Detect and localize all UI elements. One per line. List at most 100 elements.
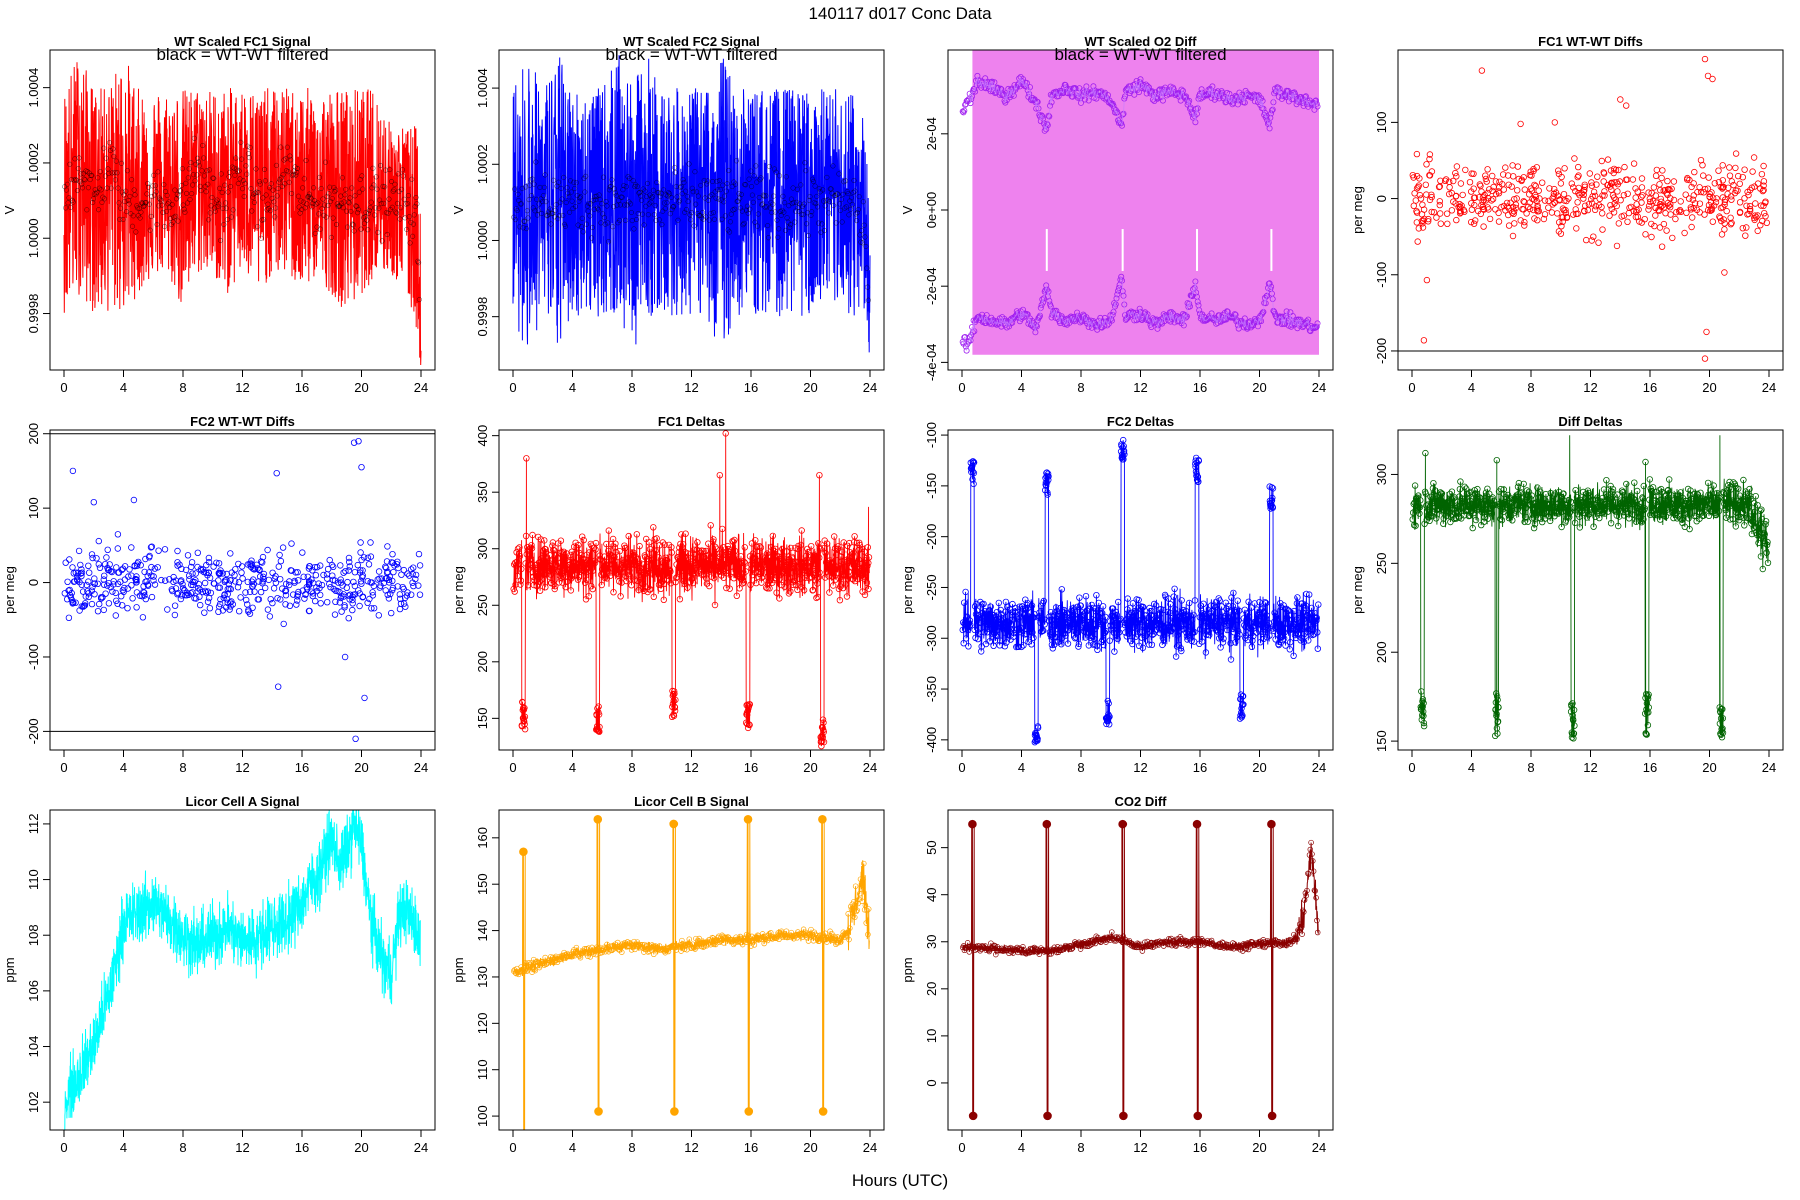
filtered-point xyxy=(664,200,670,206)
data-point xyxy=(970,459,977,467)
filtered-point xyxy=(583,173,589,179)
filtered-point xyxy=(601,215,607,221)
data-point xyxy=(1763,219,1770,226)
filtered-point xyxy=(699,215,705,221)
filtered-point xyxy=(73,177,79,183)
data-point xyxy=(364,599,371,606)
data-point xyxy=(1237,709,1245,716)
data-point xyxy=(679,544,686,551)
filtered-point xyxy=(188,160,194,166)
filtered-point xyxy=(648,199,654,205)
data-point xyxy=(185,572,193,579)
data-point xyxy=(1122,629,1129,636)
data-point xyxy=(1248,604,1255,611)
filtered-point xyxy=(305,194,311,200)
filtered-point xyxy=(240,178,246,184)
filtered-point xyxy=(307,194,313,200)
data-point xyxy=(1728,196,1735,203)
data-point xyxy=(1527,168,1534,175)
data-point xyxy=(1562,209,1569,216)
data-point xyxy=(181,586,188,594)
filtered-point xyxy=(672,170,678,176)
filtered-point xyxy=(754,223,761,229)
data-point xyxy=(389,551,396,558)
filtered-point xyxy=(760,192,766,198)
data-point xyxy=(558,574,565,581)
filtered-point xyxy=(141,203,147,209)
y-tick-label: -100 xyxy=(924,422,939,448)
data-point xyxy=(791,544,799,552)
data-point xyxy=(734,563,741,570)
data-point xyxy=(357,549,364,556)
filtered-point xyxy=(826,210,832,216)
data-point xyxy=(1422,449,1429,457)
data-point xyxy=(1024,604,1032,611)
filtered-point xyxy=(321,212,327,218)
data-point xyxy=(1517,217,1524,224)
data-point xyxy=(1661,204,1668,211)
filtered-point xyxy=(620,187,626,193)
y-tick-label: 200 xyxy=(475,651,490,673)
x-tick-label: 16 xyxy=(295,380,309,395)
data-point xyxy=(1416,191,1424,199)
data-point xyxy=(832,551,840,559)
data-point xyxy=(317,562,324,569)
filtered-point xyxy=(169,202,175,208)
filtered-point xyxy=(260,195,266,201)
filtered-point xyxy=(681,179,687,186)
data-point xyxy=(1559,218,1566,225)
filtered-point xyxy=(771,166,778,172)
data-point xyxy=(95,537,102,545)
outlier-point xyxy=(1704,72,1712,80)
filtered-point xyxy=(739,208,745,214)
x-tick-label: 24 xyxy=(863,760,877,775)
data-point xyxy=(970,469,978,477)
data-point xyxy=(1690,180,1697,187)
filtered-point xyxy=(602,221,608,227)
data-point xyxy=(1436,198,1443,205)
data-point xyxy=(973,607,981,614)
data-point xyxy=(1697,156,1705,164)
data-point xyxy=(648,554,656,561)
filtered-point xyxy=(365,227,371,233)
data-point xyxy=(860,573,868,580)
data-point xyxy=(997,637,1004,644)
data-point xyxy=(554,555,561,562)
filtered-point xyxy=(185,175,191,181)
filtered-point xyxy=(110,146,116,152)
filtered-point xyxy=(995,85,1002,92)
data-point xyxy=(121,563,129,570)
data-point xyxy=(1061,611,1069,619)
data-point xyxy=(395,564,402,572)
data-point xyxy=(1417,195,1425,202)
filtered-point xyxy=(732,206,738,212)
data-point xyxy=(1629,176,1637,183)
filtered-point xyxy=(133,229,139,235)
data-point xyxy=(556,572,564,579)
filtered-point xyxy=(383,167,389,173)
x-tick-label: 0 xyxy=(509,760,516,775)
data-point xyxy=(1599,192,1606,199)
data-point xyxy=(275,563,282,570)
filtered-point xyxy=(774,217,780,223)
data-point xyxy=(512,581,519,588)
data-point xyxy=(1152,602,1160,609)
data-point xyxy=(660,596,667,603)
data-point xyxy=(1129,640,1136,648)
data-point xyxy=(1250,632,1257,640)
x-tick-label: 20 xyxy=(1252,380,1266,395)
panel-title: FC2 Deltas xyxy=(1107,414,1174,429)
filtered-point xyxy=(212,205,218,211)
data-point xyxy=(1512,204,1520,212)
data-point xyxy=(809,586,817,594)
filtered-point xyxy=(129,223,136,229)
filtered-point xyxy=(292,164,298,170)
data-point xyxy=(741,558,748,566)
filtered-point xyxy=(662,206,668,212)
filtered-point xyxy=(387,167,393,173)
data-point xyxy=(1112,608,1120,616)
data-point xyxy=(1545,204,1552,211)
filtered-point xyxy=(718,197,724,203)
filtered-point xyxy=(369,185,375,191)
filtered-point xyxy=(161,182,167,188)
